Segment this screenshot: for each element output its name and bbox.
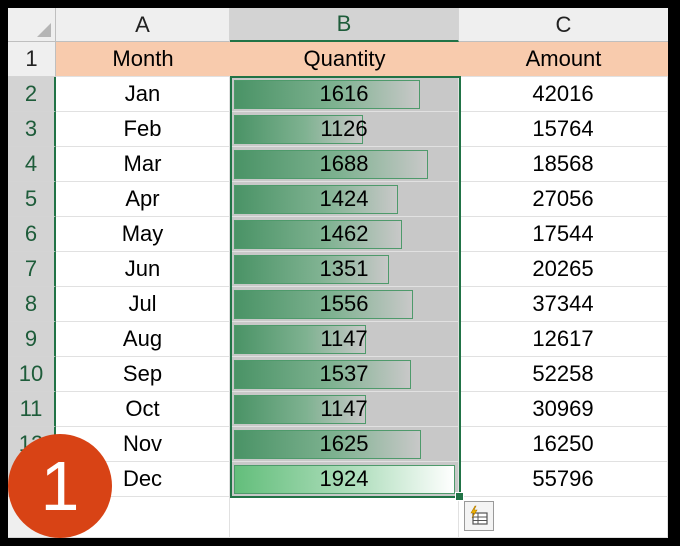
data-bar <box>234 255 389 284</box>
step-number-label: 1 <box>40 447 80 525</box>
month-cell[interactable]: Jan <box>56 77 230 112</box>
row-header-2[interactable]: 2 <box>8 77 56 112</box>
data-bar <box>234 465 455 494</box>
data-bar <box>234 430 421 459</box>
quantity-value: 1424 <box>319 186 369 211</box>
data-bar <box>234 185 398 214</box>
month-cell[interactable]: Aug <box>56 322 230 357</box>
data-bar <box>234 325 366 354</box>
column-header-b[interactable]: B <box>230 8 459 42</box>
quick-analysis-button[interactable] <box>464 501 494 531</box>
amount-cell[interactable]: 30969 <box>459 392 668 427</box>
month-cell[interactable]: Jun <box>56 252 230 287</box>
select-all-corner[interactable] <box>8 8 56 42</box>
spreadsheet-grid: A B C 1 Month Quantity Amount 2 Jan 1616 42… <box>8 8 668 538</box>
header-cell-month[interactable]: Month <box>56 42 230 77</box>
row-header-6[interactable]: 6 <box>8 217 56 252</box>
quantity-value: 1351 <box>319 256 369 281</box>
quantity-cell[interactable]: 1351 <box>230 252 459 287</box>
month-cell[interactable]: Mar <box>56 147 230 182</box>
quantity-cell[interactable]: 1126 <box>230 112 459 147</box>
quantity-cell[interactable]: 1537 <box>230 357 459 392</box>
quantity-cell[interactable]: 1147 <box>230 322 459 357</box>
data-bar <box>234 115 363 144</box>
quantity-cell[interactable]: 1924 <box>230 462 459 497</box>
data-bar <box>234 150 428 179</box>
row-header-7[interactable]: 7 <box>8 252 56 287</box>
quick-analysis-icon <box>470 505 488 525</box>
amount-cell[interactable]: 15764 <box>459 112 668 147</box>
row-header-1[interactable]: 1 <box>8 42 56 77</box>
row-header-5[interactable]: 5 <box>8 182 56 217</box>
quantity-cell[interactable]: 1424 <box>230 182 459 217</box>
quantity-cell[interactable]: 1688 <box>230 147 459 182</box>
amount-cell[interactable]: 17544 <box>459 217 668 252</box>
quantity-value: 1924 <box>319 466 369 491</box>
quantity-cell[interactable]: 1625 <box>230 427 459 462</box>
quantity-value: 1147 <box>320 326 368 351</box>
empty-cell[interactable] <box>230 497 459 538</box>
row-header-4[interactable]: 4 <box>8 147 56 182</box>
row-header-9[interactable]: 9 <box>8 322 56 357</box>
select-all-triangle-icon <box>37 23 51 37</box>
quantity-value: 1126 <box>320 116 368 141</box>
header-cell-quantity[interactable]: Quantity <box>230 42 459 77</box>
row-header-11[interactable]: 11 <box>8 392 56 427</box>
month-cell[interactable]: Oct <box>56 392 230 427</box>
quantity-value: 1462 <box>319 221 369 246</box>
empty-cell[interactable] <box>56 497 230 538</box>
amount-cell[interactable]: 52258 <box>459 357 668 392</box>
quantity-value: 1556 <box>319 291 369 316</box>
month-cell[interactable]: May <box>56 217 230 252</box>
quantity-value: 1616 <box>319 81 369 106</box>
row-header-3[interactable]: 3 <box>8 112 56 147</box>
amount-cell[interactable]: 42016 <box>459 77 668 112</box>
data-bar <box>234 220 402 249</box>
step-number-badge: 1 <box>8 434 112 538</box>
quantity-value: 1147 <box>320 396 368 421</box>
fill-handle[interactable] <box>455 492 464 501</box>
empty-cell[interactable] <box>459 497 668 538</box>
column-header-a[interactable]: A <box>56 8 230 42</box>
header-cell-amount[interactable]: Amount <box>459 42 668 77</box>
quantity-value: 1688 <box>319 151 369 176</box>
row-header-8[interactable]: 8 <box>8 287 56 322</box>
month-cell[interactable]: Apr <box>56 182 230 217</box>
amount-cell[interactable]: 20265 <box>459 252 668 287</box>
amount-cell[interactable]: 37344 <box>459 287 668 322</box>
data-bar <box>234 360 411 389</box>
amount-cell[interactable]: 12617 <box>459 322 668 357</box>
column-header-c[interactable]: C <box>459 8 668 42</box>
amount-cell[interactable]: 27056 <box>459 182 668 217</box>
quantity-value: 1625 <box>319 431 369 456</box>
row-header-10[interactable]: 10 <box>8 357 56 392</box>
amount-cell[interactable]: 16250 <box>459 427 668 462</box>
month-cell[interactable]: Feb <box>56 112 230 147</box>
amount-cell[interactable]: 55796 <box>459 462 668 497</box>
quantity-cell[interactable]: 1556 <box>230 287 459 322</box>
month-cell[interactable]: Sep <box>56 357 230 392</box>
data-bar <box>234 80 420 109</box>
month-cell[interactable]: Dec <box>56 462 230 497</box>
quantity-cell[interactable]: 1147 <box>230 392 459 427</box>
quantity-cell[interactable]: 1462 <box>230 217 459 252</box>
data-bar <box>234 395 366 424</box>
data-bar <box>234 290 413 319</box>
amount-cell[interactable]: 18568 <box>459 147 668 182</box>
quantity-cell[interactable]: 1616 <box>230 77 459 112</box>
month-cell[interactable]: Nov <box>56 427 230 462</box>
month-cell[interactable]: Jul <box>56 287 230 322</box>
quantity-value: 1537 <box>319 361 369 386</box>
